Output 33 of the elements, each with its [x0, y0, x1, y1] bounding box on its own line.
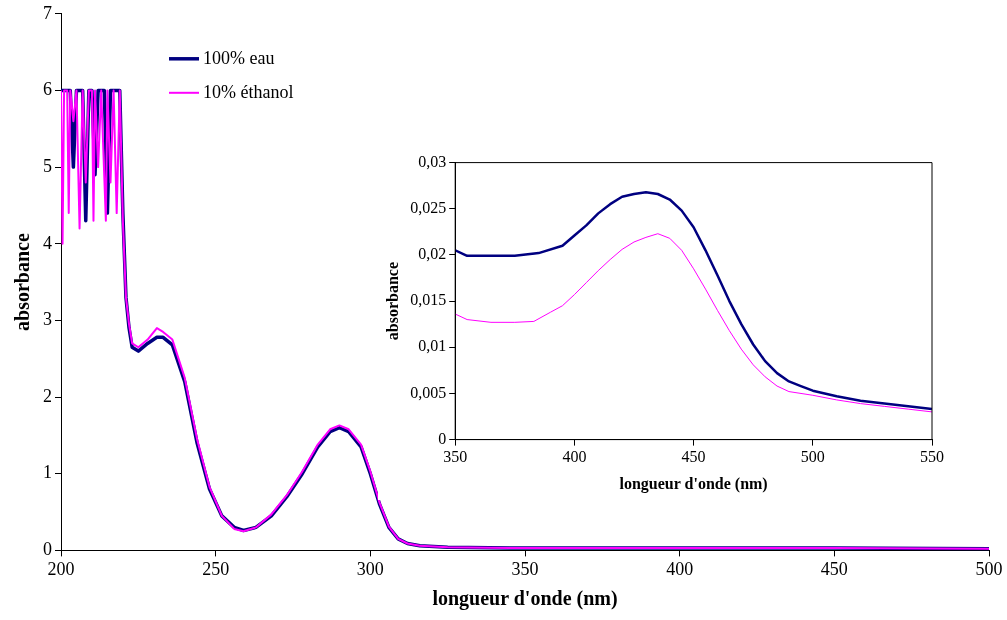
y-tick-label: 0,03 [418, 152, 447, 170]
x-tick-label: 400 [562, 448, 587, 466]
x-axis-title: longueur d'onde (nm) [432, 587, 618, 611]
x-tick-label: 450 [820, 558, 848, 579]
y-axis-title: absorbance [383, 261, 401, 341]
y-tick-label: 0,01 [418, 337, 447, 355]
x-tick-label: 300 [356, 558, 384, 579]
legend-label: 100% eau [203, 47, 275, 68]
legend-label: 10% éthanol [203, 81, 294, 102]
y-tick-label: 3 [43, 309, 52, 330]
y-tick-label: 6 [43, 79, 52, 100]
y-tick-label: 0,005 [410, 383, 447, 401]
y-tick-label: 1 [43, 462, 52, 483]
y-tick-label: 0 [43, 539, 52, 560]
y-tick-label: 0,02 [418, 245, 447, 263]
x-tick-label: 450 [681, 448, 706, 466]
y-tick-label: 0 [438, 429, 447, 447]
x-tick-label: 250 [202, 558, 230, 579]
x-tick-label: 550 [920, 448, 944, 466]
y-axis-title: absorbance [11, 233, 34, 331]
x-tick-label: 500 [975, 558, 1003, 579]
x-tick-label: 400 [666, 558, 694, 579]
x-tick-label: 350 [443, 448, 468, 466]
y-tick-label: 0,025 [410, 198, 447, 216]
x-tick-label: 200 [47, 558, 75, 579]
y-tick-label: 4 [43, 232, 52, 253]
y-tick-label: 2 [43, 385, 52, 406]
y-tick-label: 0,015 [410, 291, 447, 309]
y-tick-label: 5 [43, 155, 52, 176]
x-axis-title: longueur d'onde (nm) [619, 474, 768, 493]
x-tick-label: 350 [511, 558, 539, 579]
y-tick-label: 7 [43, 2, 52, 23]
x-tick-label: 500 [800, 448, 825, 466]
